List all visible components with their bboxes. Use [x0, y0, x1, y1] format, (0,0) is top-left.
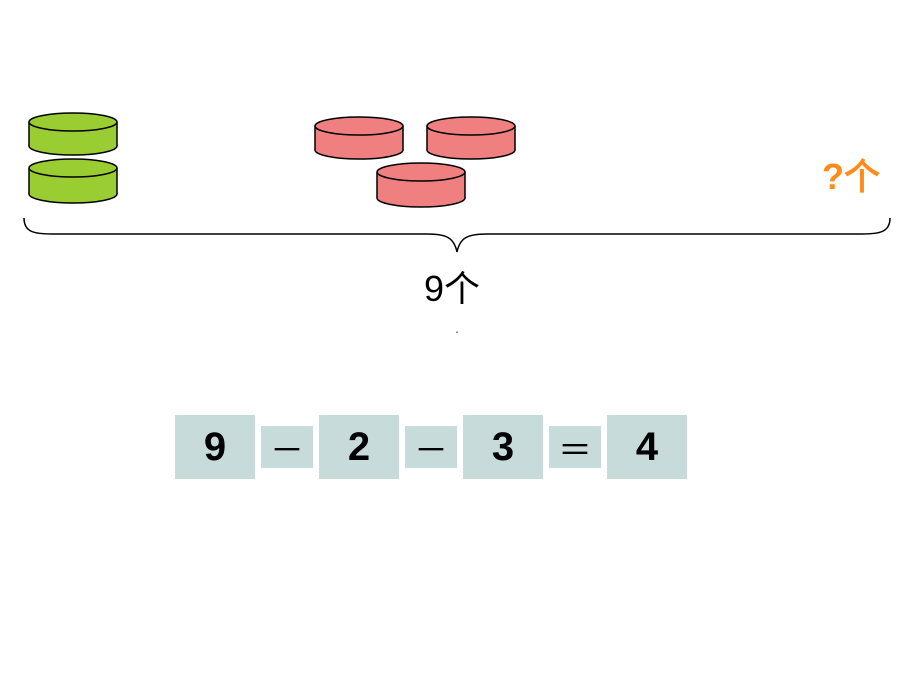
- equation-op-minus-1: －: [261, 426, 313, 468]
- question-label: ?个: [822, 148, 880, 200]
- equation-op-equals: ＝: [549, 426, 601, 468]
- equation-num-2: 2: [319, 415, 399, 479]
- pink-cylinder-3: [376, 162, 466, 208]
- equation: 9 － 2 － 3 ＝ 4: [175, 415, 687, 479]
- page-indicator: .: [455, 320, 459, 336]
- brace: [22, 216, 892, 261]
- equation-num-3: 3: [463, 415, 543, 479]
- diagram-stage: ?个 9个 . 9 － 2 － 3 ＝ 4: [0, 0, 920, 690]
- equation-op-minus-2: －: [405, 426, 457, 468]
- pink-cylinder-1: [314, 116, 404, 160]
- equation-num-4: 4: [607, 415, 687, 479]
- pink-cylinder-2: [426, 116, 516, 160]
- total-label: 9个: [424, 260, 480, 312]
- green-cylinder-2: [28, 158, 118, 204]
- equation-num-1: 9: [175, 415, 255, 479]
- green-cylinder-1: [28, 112, 118, 156]
